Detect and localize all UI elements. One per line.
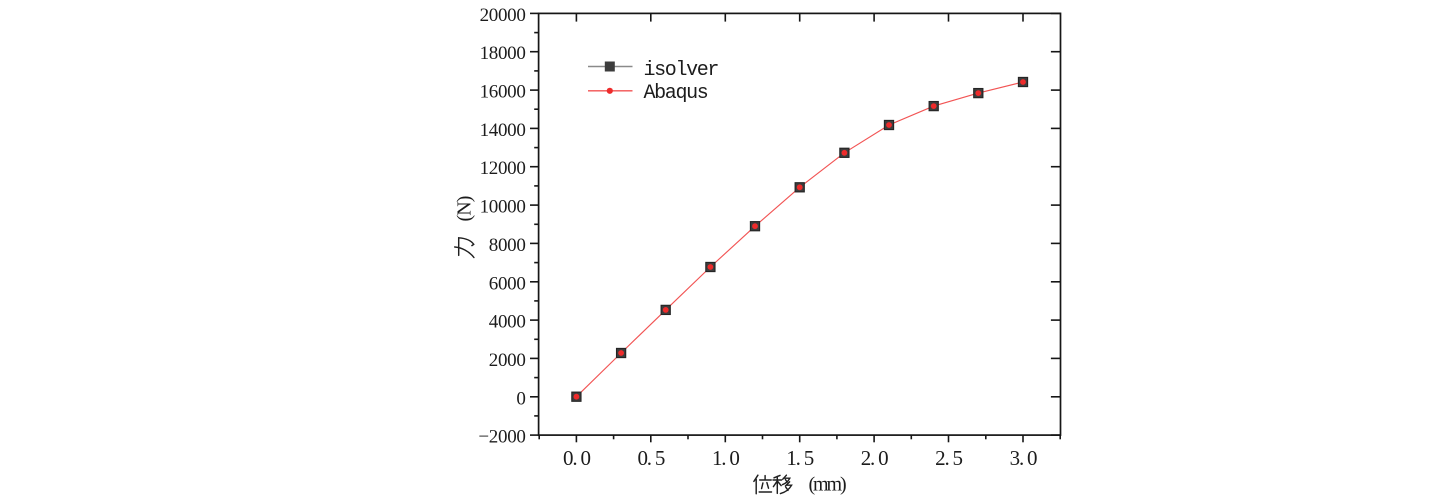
svg-text:8000: 8000 [489,235,526,256]
svg-text:isolver: isolver [644,59,719,82]
svg-text:(N): (N) [454,196,476,221]
svg-text:0. 5: 0. 5 [637,446,664,470]
svg-text:1. 0: 1. 0 [712,446,739,470]
svg-text:1. 5: 1. 5 [786,446,813,470]
svg-text:−2000: −2000 [478,427,525,448]
svg-text:(mm): (mm) [809,474,846,496]
svg-text:6000: 6000 [489,273,526,294]
svg-text:12000: 12000 [480,158,526,179]
svg-text:0: 0 [516,388,525,409]
svg-text:2. 5: 2. 5 [935,446,962,470]
svg-text:Abaqus: Abaqus [644,82,708,105]
svg-text:10000: 10000 [480,197,526,218]
svg-text:0. 0: 0. 0 [563,446,590,470]
svg-text:3. 0: 3. 0 [1010,446,1037,470]
svg-text:4000: 4000 [489,312,526,333]
svg-text:2. 0: 2. 0 [861,446,888,470]
svg-text:14000: 14000 [480,120,526,141]
svg-text:20000: 20000 [480,5,526,26]
svg-text:2000: 2000 [489,350,526,371]
svg-text:18000: 18000 [480,43,526,64]
svg-text:16000: 16000 [480,82,526,103]
